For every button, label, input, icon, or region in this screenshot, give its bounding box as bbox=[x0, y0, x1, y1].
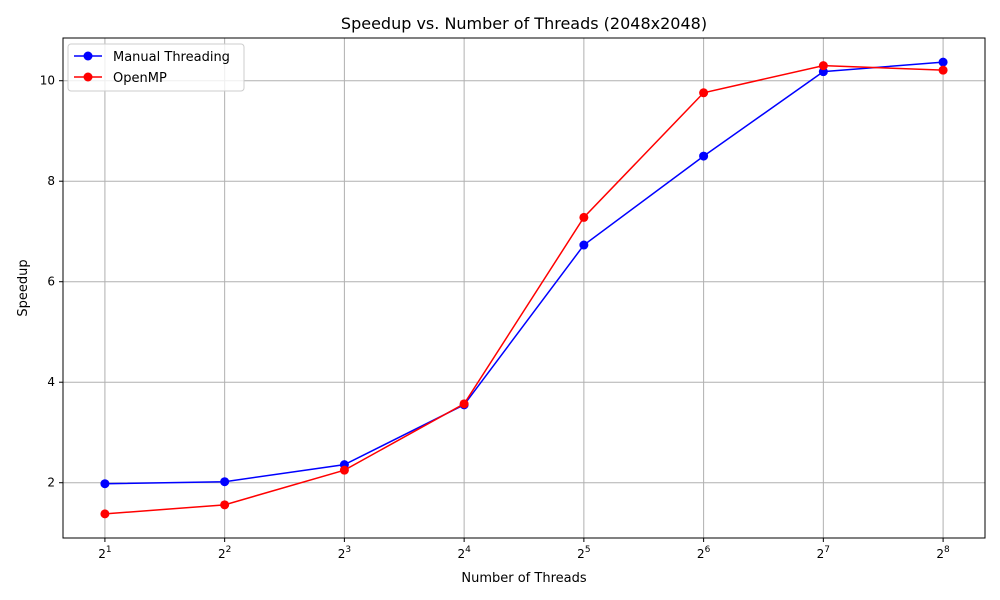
x-tick-label: 25 bbox=[577, 545, 590, 561]
series-layer bbox=[100, 57, 948, 519]
data-point-manual-threading bbox=[938, 57, 948, 67]
data-point-openmp bbox=[699, 88, 709, 98]
legend: Manual Threading OpenMP bbox=[67, 43, 245, 92]
y-tick-label: 8 bbox=[47, 174, 55, 188]
data-point-openmp bbox=[459, 399, 469, 409]
y-tick-label: 6 bbox=[47, 275, 55, 289]
y-tick-label: 4 bbox=[47, 375, 55, 389]
plot-area-frame bbox=[62, 37, 986, 539]
legend-marker-manual-threading bbox=[83, 51, 93, 61]
x-tick-label: 22 bbox=[218, 545, 231, 561]
data-point-openmp bbox=[818, 61, 828, 71]
data-point-manual-threading bbox=[100, 479, 110, 489]
series-line-manual-threading bbox=[104, 61, 944, 485]
chart-title: Speedup vs. Number of Threads (2048x2048… bbox=[341, 14, 707, 33]
x-tick-label: 24 bbox=[457, 545, 471, 561]
legend-label-manual-threading: Manual Threading bbox=[113, 50, 230, 65]
x-axis-ticks: 21 22 23 24 25 26 27 28 bbox=[98, 538, 950, 561]
data-point-openmp bbox=[579, 212, 589, 222]
data-point-manual-threading bbox=[579, 240, 589, 250]
data-point-manual-threading bbox=[220, 477, 230, 487]
y-axis-ticks: 2 4 6 8 10 bbox=[40, 74, 63, 490]
x-tick-label: 26 bbox=[697, 545, 711, 561]
x-tick-label: 23 bbox=[338, 545, 351, 561]
data-point-openmp bbox=[938, 65, 948, 75]
legend-box bbox=[67, 43, 245, 92]
grid bbox=[63, 38, 985, 538]
data-point-openmp bbox=[220, 500, 230, 510]
data-point-manual-threading bbox=[699, 151, 709, 161]
y-tick-label: 2 bbox=[47, 476, 55, 490]
data-point-openmp bbox=[100, 509, 110, 519]
x-tick-label: 21 bbox=[98, 545, 111, 561]
legend-marker-openmp bbox=[83, 72, 93, 82]
legend-label-openmp: OpenMP bbox=[113, 71, 167, 86]
x-tick-label: 27 bbox=[817, 545, 830, 561]
y-tick-label: 10 bbox=[40, 74, 55, 88]
x-axis-title: Number of Threads bbox=[461, 571, 586, 586]
x-tick-label: 28 bbox=[936, 545, 950, 561]
series-line-openmp bbox=[104, 64, 944, 515]
data-point-openmp bbox=[339, 465, 349, 475]
y-axis-title: Speedup bbox=[16, 259, 31, 316]
